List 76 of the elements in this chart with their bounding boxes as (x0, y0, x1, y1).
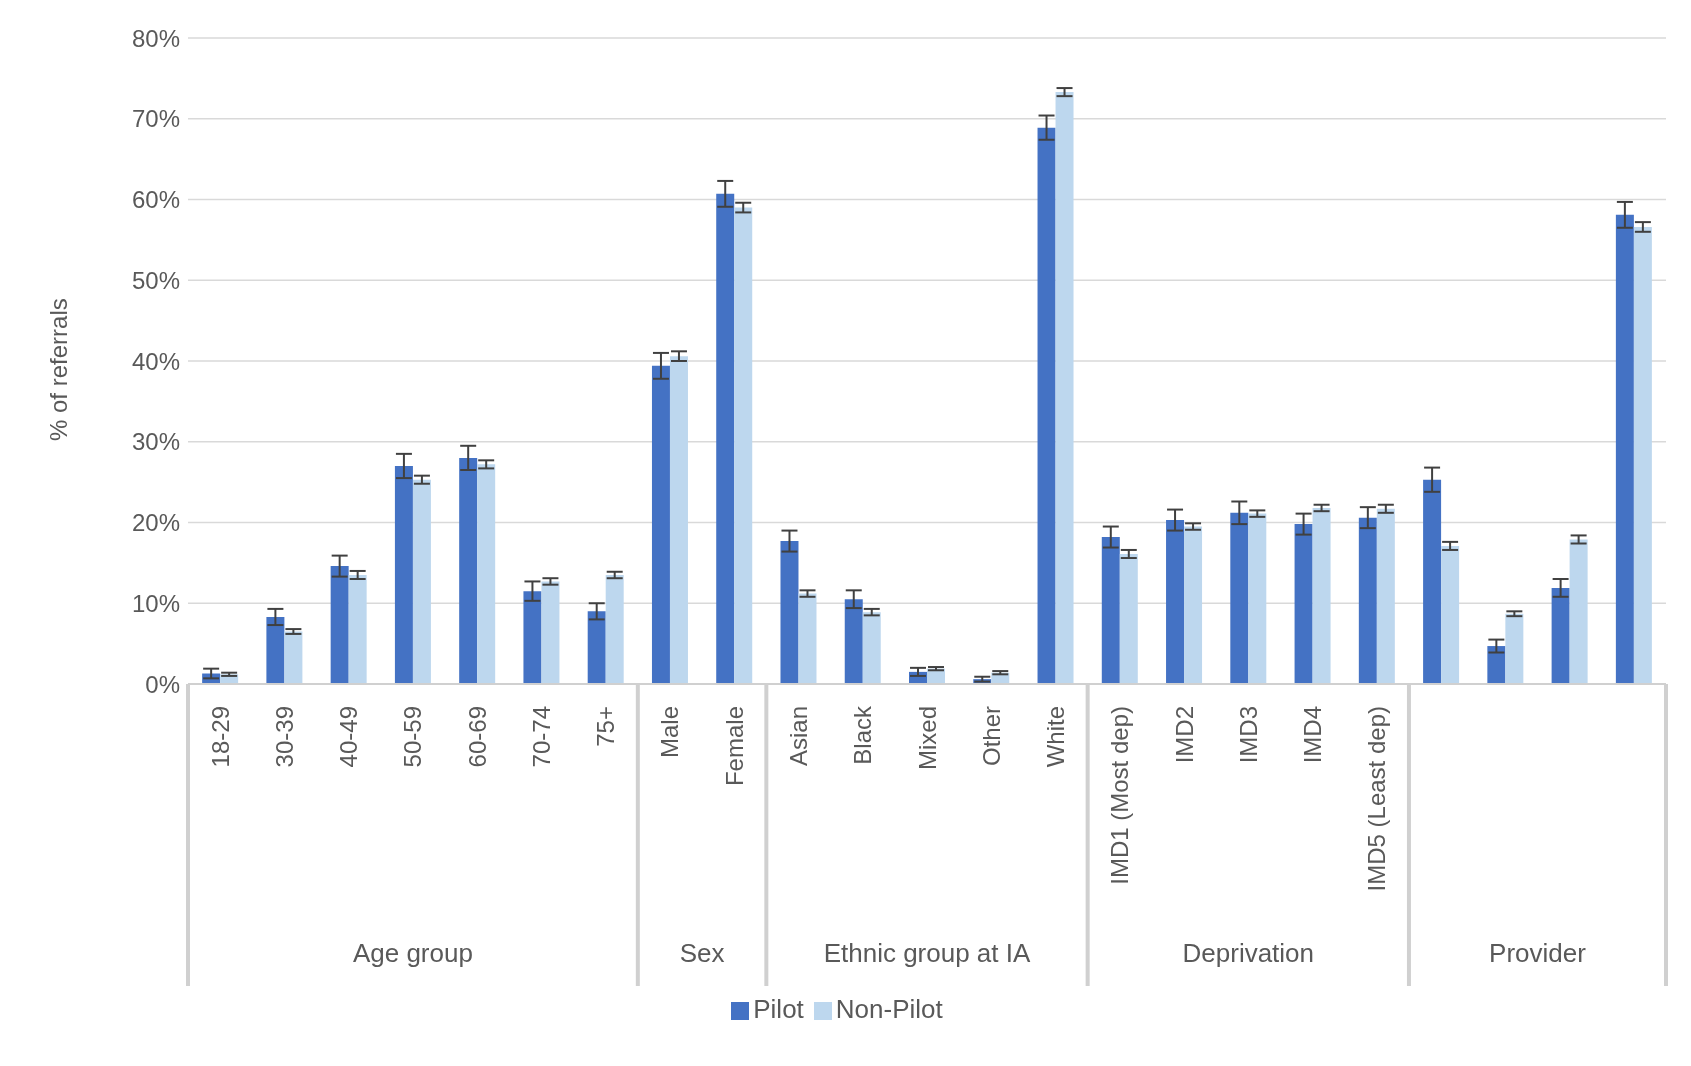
bar (862, 612, 881, 684)
bar (1487, 646, 1506, 684)
bar (1376, 508, 1395, 684)
bar (412, 479, 431, 684)
bar (1633, 226, 1652, 684)
text: Age group (352, 938, 473, 968)
legend-label: Non-Pilot (835, 994, 943, 1024)
text: Ethnic group at IA (823, 938, 1031, 968)
bar (1294, 524, 1313, 684)
bar (330, 566, 349, 684)
x-tick-label: Female (720, 706, 748, 787)
text: Deprivation (1182, 938, 1315, 968)
bar (1423, 479, 1442, 684)
bar (284, 631, 303, 684)
x-tick-label: IMD4 (1299, 706, 1327, 764)
bar (798, 593, 817, 684)
y-tick-label: 60% (131, 186, 180, 214)
x-tick-label: IMD2 (1170, 706, 1198, 764)
x-tick-label: 30-39 (270, 706, 298, 768)
x-tick-label: 75+ (592, 706, 620, 747)
x-tick-label: Mixed (913, 706, 941, 771)
x-tick-label: White (1042, 706, 1070, 768)
bar (1119, 553, 1138, 684)
bar (1505, 613, 1524, 684)
bar (1230, 512, 1249, 684)
x-tick-label: 70-74 (527, 706, 555, 768)
bar (1166, 520, 1185, 684)
bar (587, 611, 606, 684)
text: Provider (1489, 938, 1587, 968)
y-tick-label: 0% (145, 670, 180, 698)
x-tick-label: Other (977, 706, 1005, 767)
bar (669, 356, 688, 684)
x-tick-label: Asian (784, 706, 812, 767)
x-tick-label: 18-29 (206, 706, 234, 768)
bar (780, 541, 799, 684)
y-tick-label: 10% (131, 589, 180, 617)
bar (394, 465, 413, 684)
bar (1037, 127, 1056, 684)
bar (1055, 92, 1074, 684)
bar (651, 365, 670, 684)
bar (523, 591, 542, 684)
bar (459, 457, 478, 684)
bar (1551, 587, 1570, 684)
x-tick-label: 40-49 (335, 706, 363, 768)
bar (1358, 517, 1377, 684)
bar (477, 464, 496, 684)
bar (1569, 539, 1588, 684)
text: Sex (679, 938, 725, 968)
bar (266, 616, 285, 684)
x-tick-label: IMD1 (Most dep) (1106, 706, 1134, 885)
bar (1615, 214, 1634, 684)
bar (541, 581, 560, 684)
x-tick-label: 50-59 (399, 706, 427, 768)
bar (1184, 526, 1203, 684)
y-tick-label: 80% (131, 24, 180, 52)
bar (844, 599, 863, 684)
bar (1248, 513, 1267, 684)
bar (605, 574, 624, 684)
x-tick-label: 60-69 (463, 706, 491, 768)
legend-label: Pilot (753, 994, 804, 1024)
y-tick-label: 20% (131, 509, 180, 537)
bar (734, 207, 753, 684)
bar (716, 193, 735, 684)
y-tick-label: 50% (131, 266, 180, 294)
bar (1312, 507, 1331, 684)
bar (1101, 537, 1120, 684)
bar (1441, 545, 1460, 684)
x-tick-label: Male (656, 706, 684, 759)
y-tick-label: 70% (131, 105, 180, 133)
y-tick-label: 40% (131, 347, 180, 375)
x-tick-label: Black (849, 705, 877, 765)
y-tick-label: 30% (131, 428, 180, 456)
y-axis-title: % of referrals (44, 298, 72, 441)
x-tick-label: IMD3 (1234, 706, 1262, 764)
x-tick-label: IMD5 (Least dep) (1363, 706, 1391, 892)
bar (348, 574, 367, 684)
